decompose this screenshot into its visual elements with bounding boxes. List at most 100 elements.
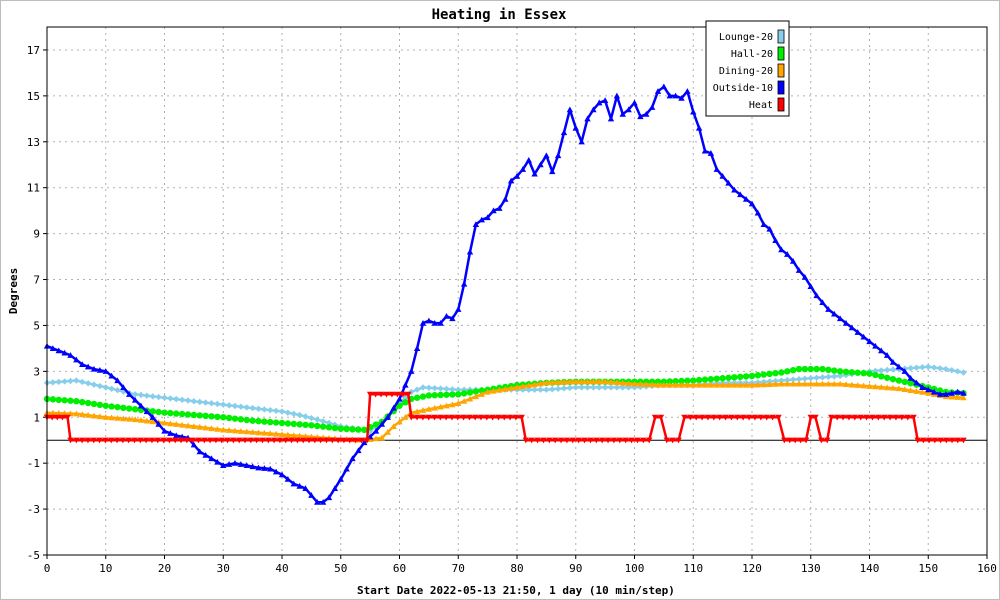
data-point: [797, 437, 804, 444]
series-heat: [43, 391, 967, 444]
data-point: [302, 485, 309, 491]
data-point: [907, 380, 914, 387]
legend: Lounge-20 Hall-20 Dining-20 Outside-10 Heat: [705, 20, 790, 117]
data-point: [860, 333, 867, 340]
data-point: [201, 437, 208, 444]
data-point: [701, 376, 709, 383]
data-point: [501, 414, 508, 421]
data-point: [948, 437, 956, 444]
data-point: [907, 387, 914, 393]
data-point: [537, 386, 544, 393]
y-axis-label: Degrees: [7, 268, 20, 314]
data-point: [454, 414, 461, 421]
data-point: [554, 152, 562, 159]
data-point: [308, 414, 315, 422]
data-point: [754, 372, 762, 379]
data-point: [778, 377, 785, 384]
data-point: [607, 115, 615, 122]
data-point: [660, 381, 668, 388]
data-point: [910, 414, 917, 421]
data-point: [261, 418, 268, 425]
data-point: [90, 437, 97, 444]
data-point: [308, 492, 315, 498]
data-point: [259, 437, 266, 444]
data-point: [578, 378, 585, 385]
data-point: [725, 374, 732, 381]
data-point: [396, 395, 403, 402]
data-point: [819, 365, 826, 373]
x-tick-label: 60: [393, 562, 406, 575]
data-point: [619, 384, 626, 391]
data-point: [126, 405, 133, 412]
data-point: [278, 431, 286, 438]
data-point: [267, 430, 274, 437]
data-point: [64, 414, 71, 421]
data-point: [189, 437, 196, 444]
data-point: [378, 420, 386, 427]
data-point: [819, 299, 826, 306]
data-point: [202, 424, 209, 431]
y-tick-label: -5: [27, 549, 40, 562]
data-point: [225, 461, 233, 467]
data-point: [120, 415, 127, 422]
data-point: [261, 429, 268, 436]
data-point: [590, 378, 597, 385]
data-point: [61, 410, 68, 416]
data-point: [913, 364, 920, 371]
data-point: [563, 437, 571, 444]
data-point: [601, 97, 609, 104]
data-point: [566, 106, 574, 113]
data-point: [114, 414, 121, 421]
data-point: [942, 365, 950, 373]
data-point: [167, 409, 174, 417]
data-point: [284, 431, 292, 438]
data-point: [546, 437, 553, 444]
data-point: [801, 380, 809, 387]
data-point: [419, 393, 427, 400]
legend-box: [705, 20, 790, 117]
data-point: [731, 374, 738, 381]
data-point: [745, 414, 753, 421]
data-point: [59, 414, 66, 421]
data-point: [237, 416, 245, 423]
data-point: [960, 437, 967, 444]
data-point: [84, 363, 92, 370]
data-point: [208, 425, 215, 432]
data-point: [631, 99, 638, 106]
data-point: [878, 347, 885, 354]
data-point: [296, 421, 303, 428]
data-point: [425, 414, 432, 421]
data-point: [748, 381, 756, 388]
data-point: [948, 367, 955, 374]
data-point: [948, 393, 955, 400]
data-point: [522, 437, 530, 444]
data-point: [901, 378, 908, 386]
data-point: [196, 448, 203, 455]
data-point: [930, 388, 938, 395]
data-point: [108, 403, 115, 410]
data-point: [466, 414, 473, 421]
data-point: [549, 168, 556, 175]
data-point: [206, 437, 214, 444]
data-point: [936, 391, 944, 397]
x-tick-label: 80: [510, 562, 523, 575]
data-point: [913, 379, 920, 386]
data-point: [231, 415, 239, 422]
data-point: [284, 420, 292, 427]
data-point: [337, 476, 344, 482]
grid: [47, 27, 987, 555]
data-point: [690, 381, 697, 388]
data-point: [634, 437, 641, 444]
data-point: [554, 385, 562, 392]
legend-swatch: [777, 80, 785, 95]
data-point: [96, 367, 104, 373]
data-point: [196, 398, 203, 406]
data-point: [889, 384, 897, 391]
legend-swatch: [777, 63, 785, 78]
data-point: [161, 427, 168, 434]
data-point: [79, 398, 86, 406]
data-point: [184, 411, 192, 418]
data-point: [925, 363, 932, 370]
data-point: [358, 437, 365, 444]
data-point: [167, 395, 174, 402]
